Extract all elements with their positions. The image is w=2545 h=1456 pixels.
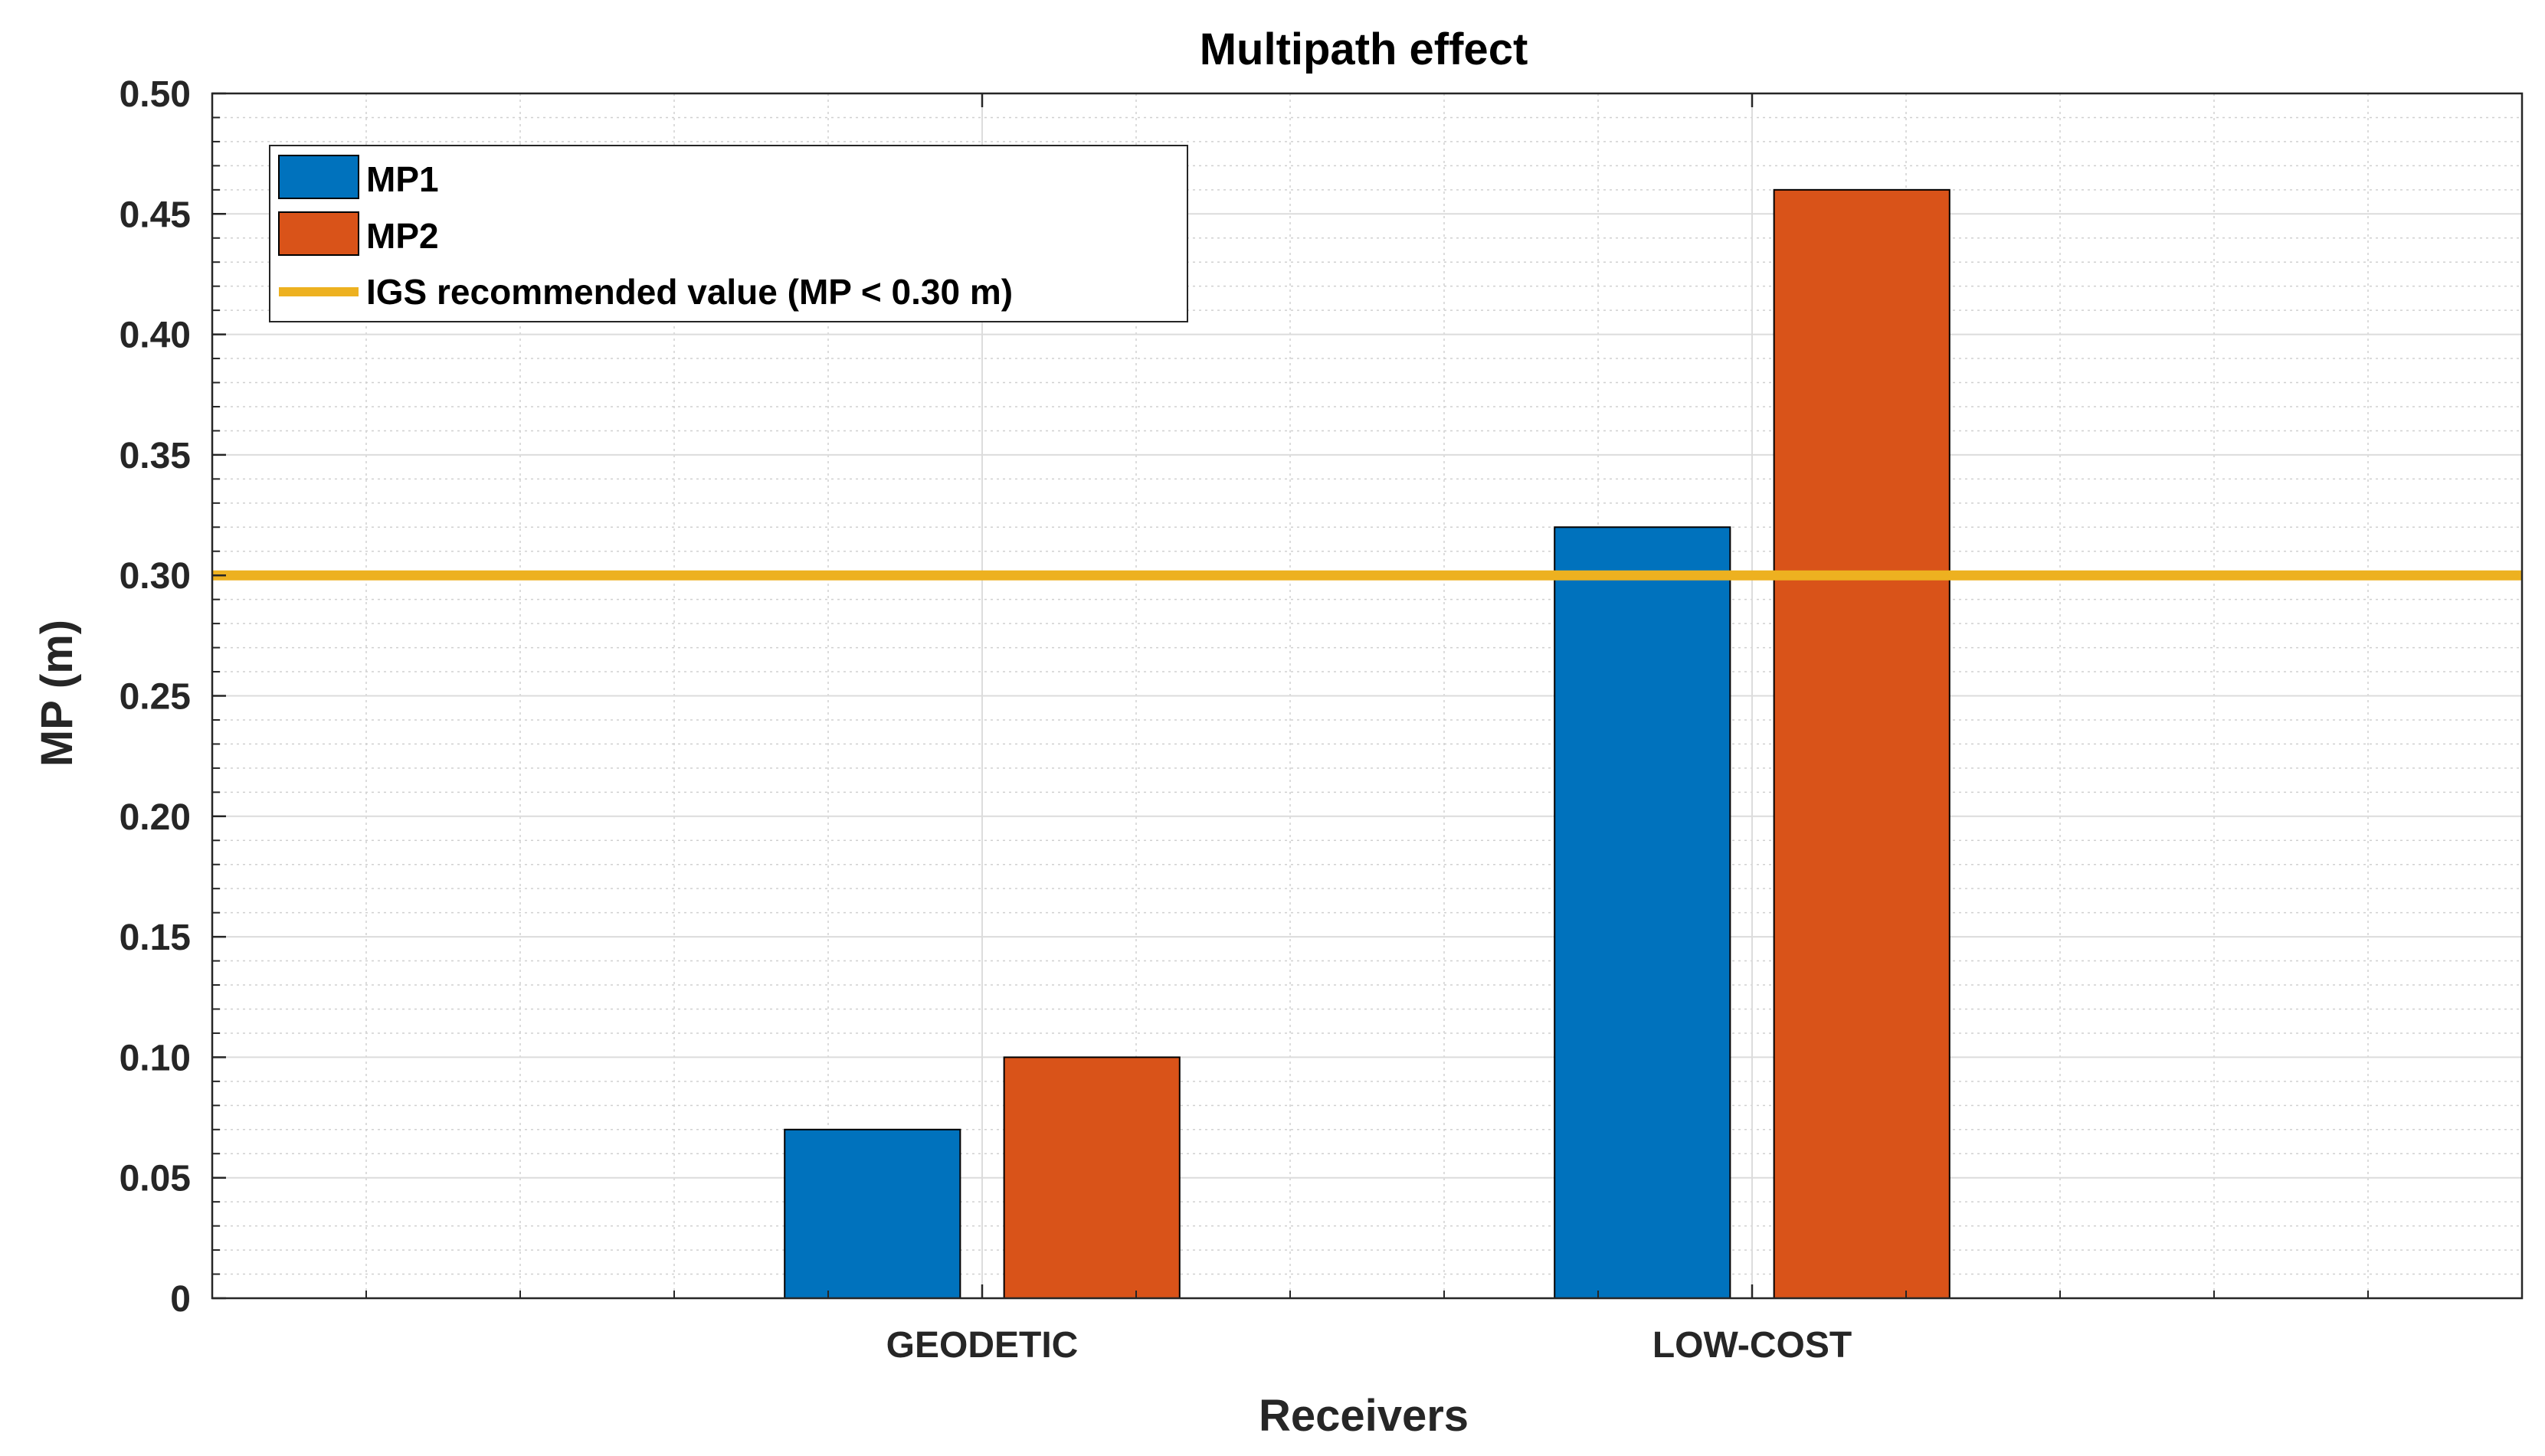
legend-label-igs: IGS recommended value (MP < 0.30 m) (366, 272, 1013, 312)
y-tick-label: 0.50 (120, 74, 191, 115)
legend-label-mp2: MP2 (366, 216, 439, 256)
y-tick-label: 0.30 (120, 556, 191, 597)
x-tick-labels: GEODETIC LOW-COST (886, 1325, 1852, 1366)
bars (784, 188, 1951, 1300)
y-tick-label: 0.40 (120, 316, 191, 356)
y-tick-labels: 0 0.05 0.10 0.15 0.20 0.25 0.30 0.35 0.40 0.45 0.5… (120, 74, 191, 1320)
y-tick-label: 0.45 (120, 195, 191, 235)
x-tick-label: LOW-COST (1652, 1325, 1852, 1366)
bar-mp1-low-cost (1554, 526, 1731, 1299)
y-axis-label: MP (m) (32, 620, 82, 767)
legend-swatch-mp1 (278, 155, 359, 199)
y-tick-label: 0.25 (120, 677, 191, 718)
y-tick-label: 0.35 (120, 436, 191, 476)
bar-mp2-low-cost (1773, 188, 1951, 1300)
legend-label-mp1: MP1 (366, 159, 439, 199)
y-tick-label: 0.05 (120, 1159, 191, 1199)
legend: MP1 MP2 IGS recommended value (MP < 0.30… (269, 145, 1188, 322)
y-tick-label: 0.10 (120, 1038, 191, 1078)
legend-box (269, 145, 1188, 322)
legend-swatch-mp2 (278, 211, 359, 256)
y-tick-label: 0.20 (120, 797, 191, 838)
x-tick-label: GEODETIC (886, 1325, 1079, 1366)
y-tick-label: 0.15 (120, 918, 191, 958)
chart-title: Multipath effect (1200, 25, 1528, 74)
x-axis-label: Receivers (1259, 1391, 1469, 1441)
tick-marks (212, 92, 2369, 1300)
bar-mp2-geodetic (1003, 1056, 1181, 1300)
bar-mp1-geodetic (784, 1128, 961, 1300)
y-tick-label: 0 (170, 1279, 191, 1320)
